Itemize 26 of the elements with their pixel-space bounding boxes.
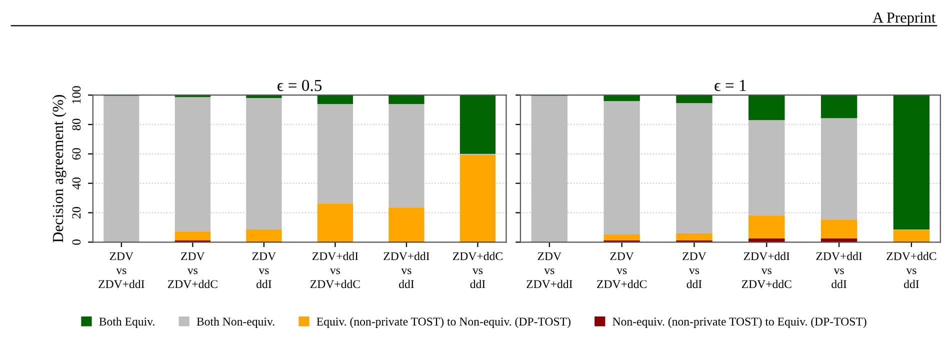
legend-label: Both Equiv.: [99, 317, 154, 328]
legend-label: Non-equiv. (non-private TOST) to Equiv. (DP-TOST): [612, 317, 866, 328]
y-tick-label: 40: [72, 178, 81, 190]
chart-title: ϵ = 1: [714, 80, 746, 92]
y-axis-title: Decision agreement (%): [52, 95, 66, 242]
x-tick-label: ZDV vs ZDV+ddI: [98, 252, 144, 288]
text: A Preprint: [872, 12, 936, 26]
y-tick-label: 100: [72, 86, 81, 104]
x-tick-label: ZDV+ddI vs ddI: [816, 252, 862, 288]
y-tick-label: 60: [72, 148, 81, 160]
y-tick-label: 20: [72, 206, 81, 218]
legend-label: Equiv. (non-private TOST) to Non-equiv. (DP-TOST): [316, 317, 570, 328]
y-tick-label: 80: [72, 118, 81, 130]
legend-label: Both Non-equiv.: [196, 317, 274, 328]
x-tick-label: ZDV+ddI vs ddI: [384, 252, 430, 288]
x-tick-label: ZDV vs ddI: [252, 252, 276, 288]
x-tick-label: ZDV+ddI vs ZDV+ddC: [310, 252, 360, 288]
x-tick-label: ZDV vs ZDV+ddI: [526, 252, 572, 288]
chart-title: ϵ = 0.5: [278, 80, 322, 92]
x-tick-label: ZDV+ddC vs ddI: [452, 252, 502, 288]
x-tick-label: ZDV vs ZDV+ddC: [168, 252, 218, 288]
x-tick-label: ZDV+ddI vs ZDV+ddC: [742, 252, 792, 288]
x-tick-label: ZDV vs ddI: [682, 252, 706, 288]
y-tick-label: 0: [72, 239, 81, 245]
x-tick-label: ZDV+ddC vs ddI: [886, 252, 936, 288]
x-tick-label: ZDV vs ZDV+ddC: [597, 252, 646, 288]
